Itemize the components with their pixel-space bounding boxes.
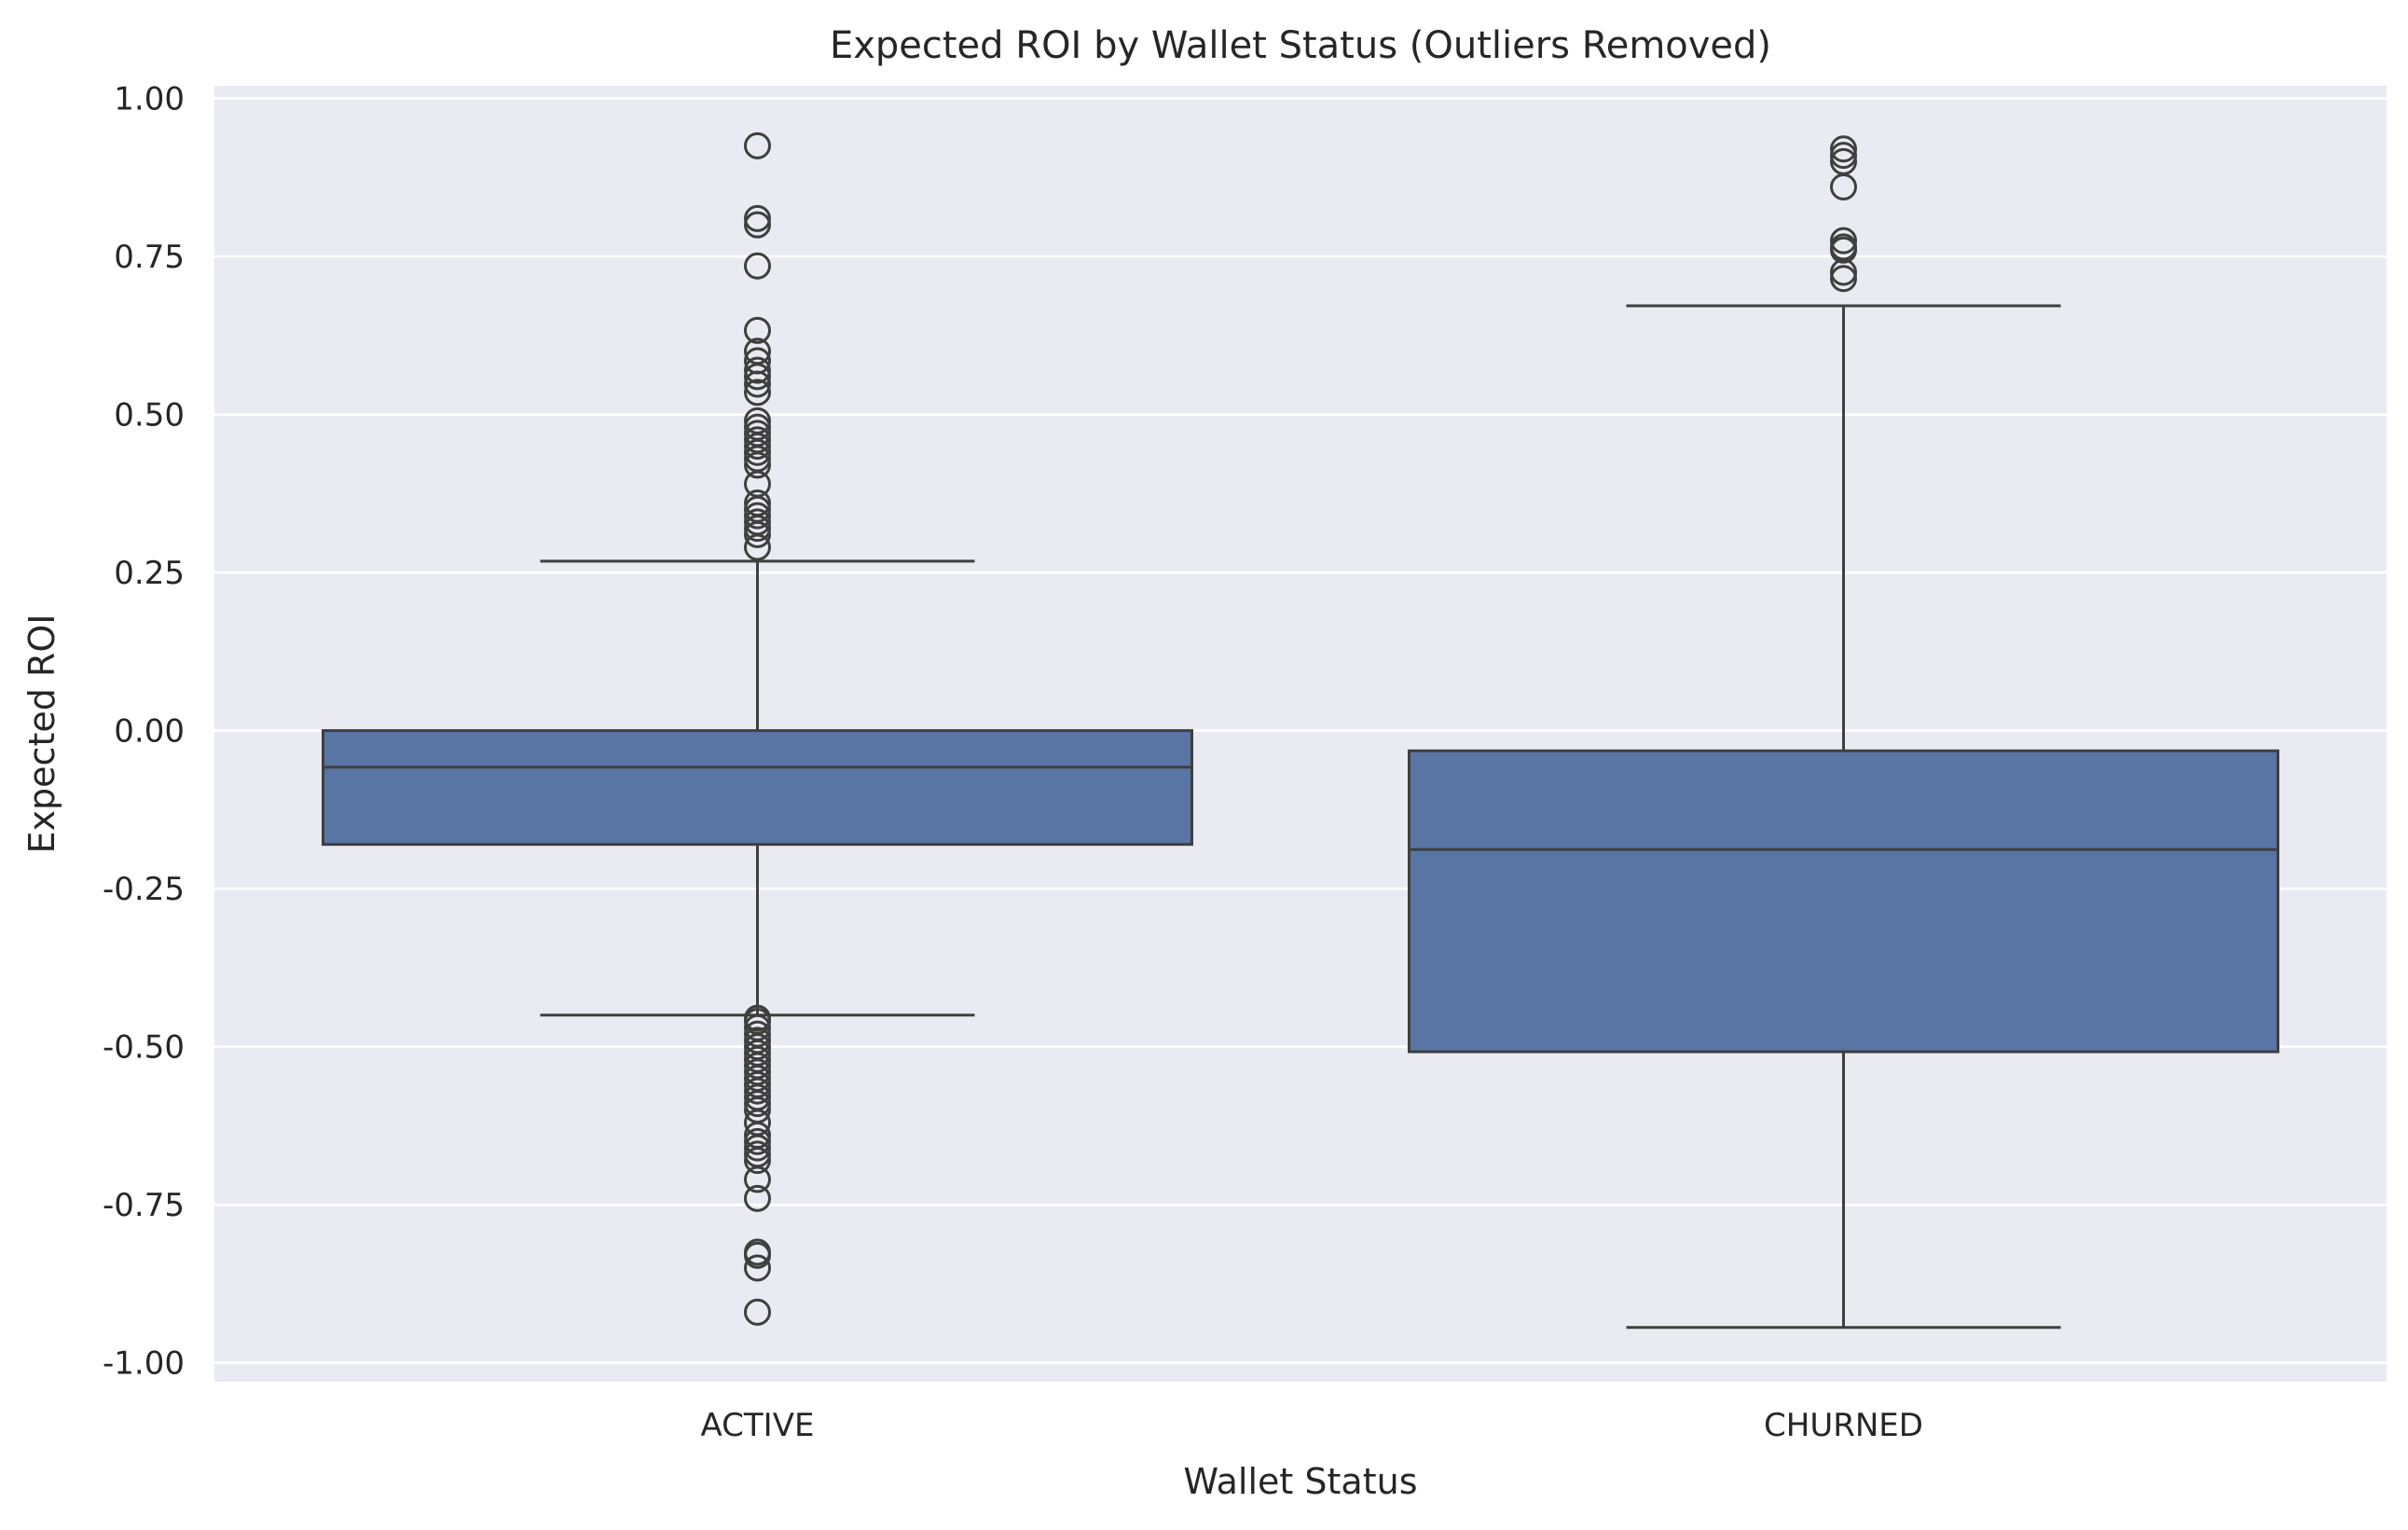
outlier-point [744, 502, 771, 530]
boxes [322, 131, 2279, 1330]
x-axis-label: Wallet Status [1184, 1461, 1418, 1502]
outlier-point [744, 1241, 771, 1269]
outlier-point [1830, 258, 1857, 286]
outlier-point [744, 1184, 771, 1212]
x-tick-label: ACTIVE [701, 1407, 815, 1444]
outlier-point [1830, 172, 1857, 200]
outlier-point [744, 356, 771, 384]
outlier-point [744, 379, 771, 407]
outlier-point [744, 515, 771, 543]
x-tick-label: CHURNED [1764, 1407, 1923, 1444]
outlier-point [1830, 236, 1857, 264]
y-tick-label: -0.50 [103, 1029, 185, 1067]
iqr-box [322, 729, 1193, 847]
outlier-point [744, 1134, 771, 1162]
outlier-point [744, 533, 771, 561]
y-tick-label: 0.25 [114, 555, 185, 592]
outlier-point [744, 451, 771, 479]
outlier-point [744, 1077, 771, 1105]
outlier-point [744, 211, 771, 239]
y-tick-label: -1.00 [103, 1345, 185, 1383]
outlier-point [744, 1147, 771, 1175]
y-tick-label: 1.00 [114, 81, 185, 118]
outlier-point [1830, 135, 1857, 163]
outlier-point [1830, 265, 1857, 293]
y-tick-label: 0.00 [114, 713, 185, 751]
outlier-point [744, 432, 771, 460]
chart-title: Expected ROI by Wallet Status (Outliers … [830, 24, 1771, 67]
outlier-point [744, 1165, 771, 1193]
outlier-point [744, 316, 771, 344]
box-churned [1408, 135, 2279, 1330]
outlier-point [744, 204, 771, 232]
box-active [322, 131, 1193, 1326]
outlier-point [744, 1254, 771, 1282]
outlier-point [744, 1127, 771, 1155]
y-tick-label: -0.25 [103, 871, 185, 908]
y-tick-label: 0.50 [114, 397, 185, 434]
outlier-point [744, 1090, 771, 1118]
outlier-point [744, 370, 771, 398]
y-tick-label: -0.75 [103, 1187, 185, 1224]
outlier-point [744, 252, 771, 280]
outlier-point [744, 363, 771, 391]
outlier-point [744, 438, 771, 466]
outlier-point [1830, 142, 1857, 170]
outlier-point [744, 520, 771, 548]
tick-labels: 1.00 0.75 0.50 0.25 0.00 -0.25 -0.50 -0.75 -1.00… [103, 81, 1923, 1444]
y-axis-label: Expected ROI [21, 614, 62, 854]
iqr-box [1408, 749, 2279, 1054]
outlier-point [744, 1298, 771, 1326]
y-tick-label: 0.75 [114, 239, 185, 276]
outlier-point [1830, 227, 1857, 255]
outlier-point [744, 131, 771, 159]
